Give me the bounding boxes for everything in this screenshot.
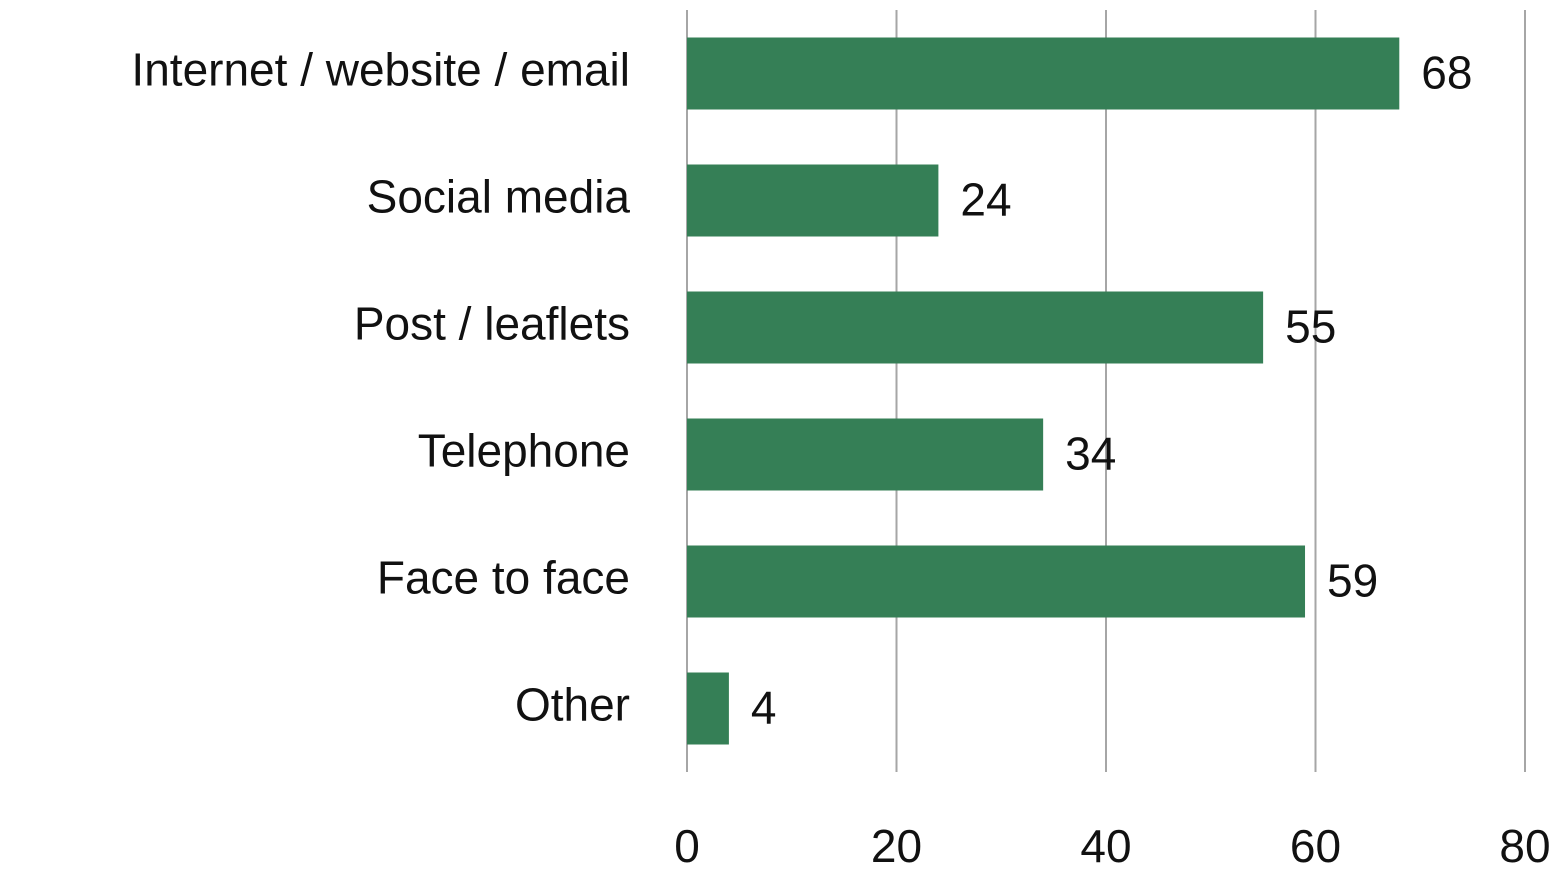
x-tick-label: 40: [1080, 820, 1131, 872]
bar: [687, 37, 1400, 110]
x-tick-label: 0: [674, 820, 700, 872]
bar: [687, 164, 939, 237]
bar: [687, 291, 1264, 364]
x-tick-label: 20: [871, 820, 922, 872]
x-tick-label: 60: [1290, 820, 1341, 872]
value-label: 24: [960, 174, 1011, 226]
value-label: 34: [1065, 428, 1116, 480]
y-tick-label: Internet / website / email: [131, 44, 630, 96]
bar: [687, 418, 1044, 491]
value-label: 59: [1327, 555, 1378, 607]
y-tick-label: Telephone: [418, 425, 630, 477]
y-tick-label: Face to face: [377, 552, 630, 604]
y-tick-label: Social media: [367, 171, 631, 223]
y-tick-label: Post / leaflets: [354, 298, 630, 350]
x-tick-label: 80: [1499, 820, 1550, 872]
value-label: 68: [1421, 47, 1472, 99]
bar: [687, 672, 729, 745]
value-label: 55: [1285, 301, 1336, 353]
value-label: 4: [751, 682, 777, 734]
y-tick-label: Other: [515, 679, 630, 731]
bar: [687, 545, 1306, 618]
